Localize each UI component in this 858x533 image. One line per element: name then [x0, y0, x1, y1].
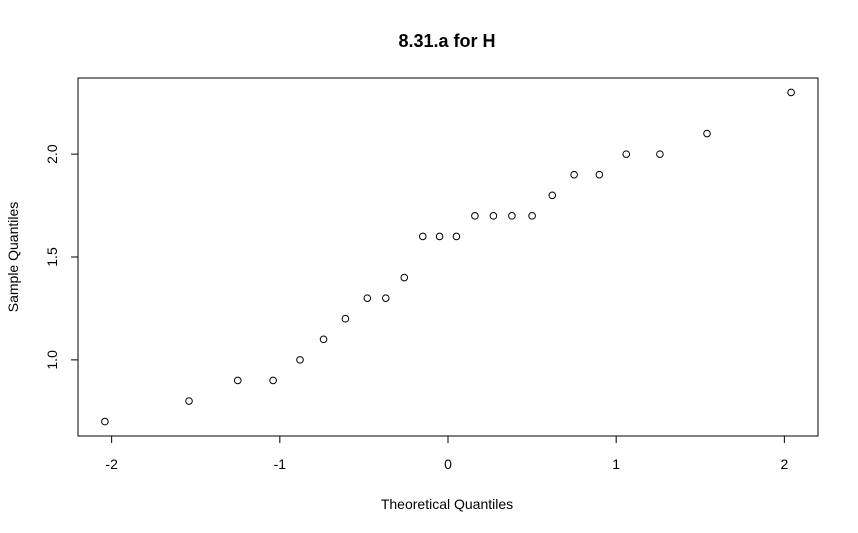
data-point [622, 150, 631, 158]
y-axis-label: Sample Quantiles [5, 202, 21, 313]
y-axis: 1.0 1.5 2.0 [44, 144, 79, 370]
data-point [471, 212, 479, 220]
data-point [528, 212, 536, 220]
data-point [341, 314, 350, 323]
data-point [435, 232, 444, 241]
data-point [185, 397, 193, 405]
x-tick-label: 2 [780, 456, 788, 472]
data-point [656, 150, 664, 158]
data-point [363, 294, 372, 302]
data-point [548, 191, 557, 200]
x-axis: -2 -1 0 1 2 [105, 435, 788, 472]
data-point [787, 88, 795, 97]
data-point [595, 170, 604, 179]
data-point [381, 294, 390, 302]
data-point [489, 212, 498, 220]
x-tick-label: 0 [444, 456, 452, 472]
data-points [101, 88, 795, 426]
y-tick-label: 2.0 [44, 144, 60, 164]
data-point [319, 335, 328, 344]
x-tick-label: -2 [105, 456, 118, 472]
y-tick-label: 1.0 [44, 350, 60, 370]
x-tick-label: 1 [612, 456, 620, 472]
plot-frame [77, 77, 819, 437]
data-point [400, 273, 409, 282]
data-point [233, 376, 242, 385]
data-point [101, 417, 109, 426]
y-tick-label: 1.5 [44, 247, 60, 267]
data-point [418, 232, 427, 241]
x-tick-label: -1 [274, 456, 287, 472]
data-point [452, 232, 461, 241]
data-point [296, 356, 304, 364]
data-point [508, 212, 516, 220]
data-point [703, 129, 711, 138]
data-point [570, 170, 578, 179]
x-axis-label: Theoretical Quantiles [381, 496, 513, 512]
data-point [269, 376, 277, 385]
chart-title: 8.31.a for H [398, 31, 495, 51]
